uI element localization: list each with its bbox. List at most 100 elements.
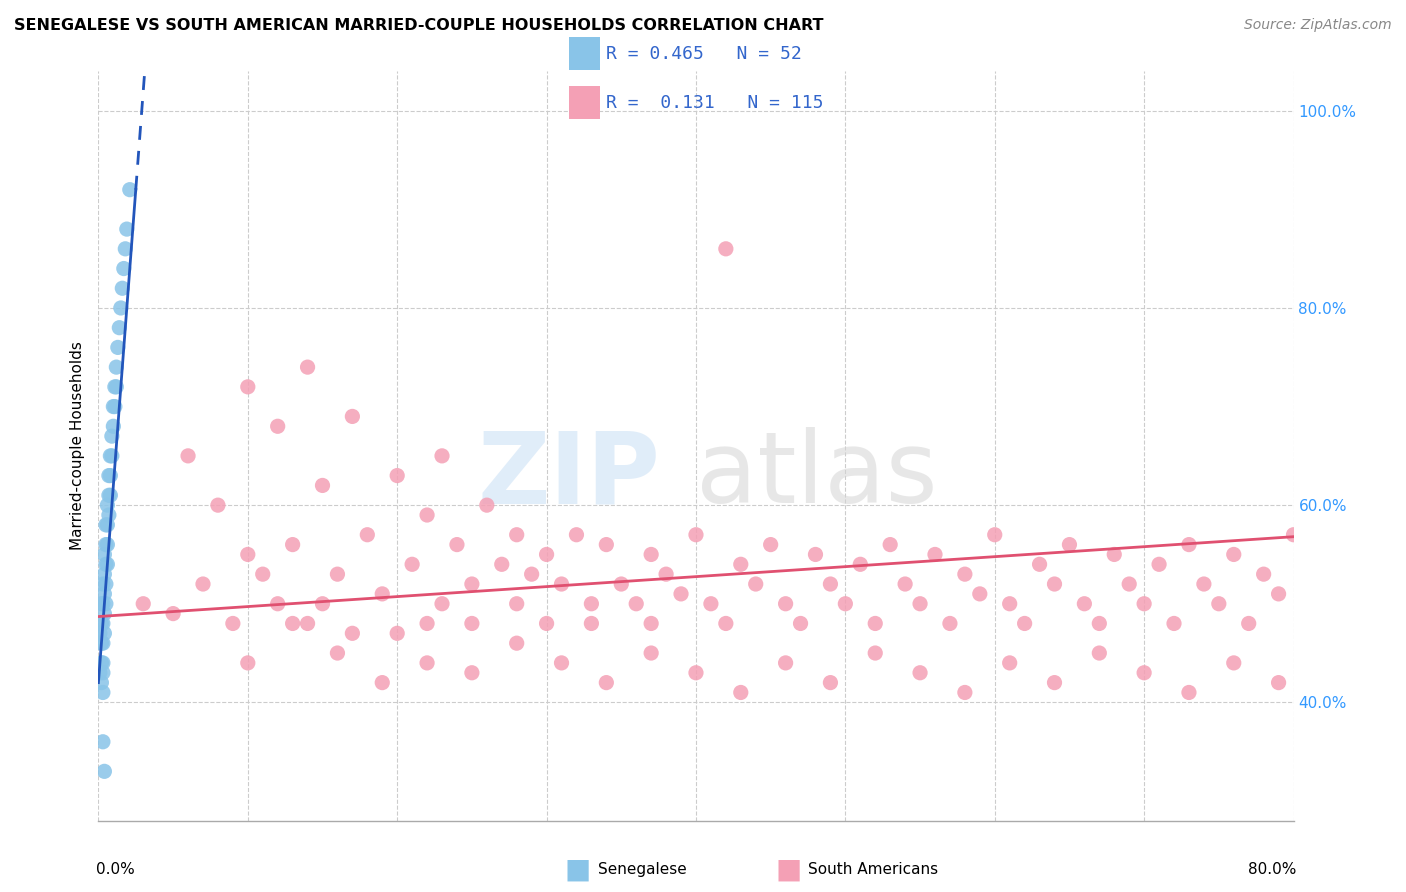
Point [91,597,114,611]
Point [1028,558,1050,572]
Point [89,626,111,640]
Point [969,587,991,601]
Point [565,527,588,541]
Point [1178,538,1201,552]
Point [804,548,827,562]
Point [640,616,662,631]
Point [118,183,141,197]
Point [114,242,136,256]
Point [103,419,125,434]
Point [1118,577,1140,591]
Point [1043,577,1066,591]
Point [1133,665,1156,680]
Point [91,616,114,631]
Point [371,587,394,601]
Point [430,449,453,463]
Point [94,517,117,532]
Text: R =  0.131   N = 115: R = 0.131 N = 115 [606,94,823,112]
Point [98,488,122,502]
Point [759,538,782,552]
Point [924,548,946,562]
Point [1073,597,1095,611]
Point [894,577,917,591]
Point [700,597,723,611]
Point [98,468,122,483]
Point [91,685,114,699]
Point [745,577,768,591]
Point [90,656,112,670]
Point [1253,567,1275,582]
Point [90,616,112,631]
Bar [568,86,599,119]
Point [640,646,662,660]
Point [110,301,132,315]
Point [96,538,118,552]
Y-axis label: Married-couple Households: Married-couple Households [69,342,84,550]
Point [97,468,120,483]
Point [207,498,229,512]
Point [1223,548,1246,562]
Point [90,636,112,650]
Point [1014,616,1036,631]
Point [446,538,468,552]
Point [222,616,245,631]
Point [89,665,111,680]
Point [297,616,319,631]
Point [1104,548,1126,562]
Point [96,558,118,572]
Point [998,597,1021,611]
Text: ■: ■ [564,855,591,884]
Text: South Americans: South Americans [808,863,939,877]
Point [93,626,115,640]
Point [953,567,976,582]
Point [97,488,120,502]
Text: atlas: atlas [696,427,938,524]
Point [581,616,603,631]
Point [461,665,484,680]
Point [98,449,122,463]
Point [820,675,842,690]
Point [1043,675,1066,690]
Point [461,616,484,631]
Point [520,567,543,582]
Point [626,597,648,611]
Point [475,498,498,512]
Point [730,685,752,699]
Point [581,597,603,611]
Point [430,597,453,611]
Point [775,656,797,670]
Point [640,548,662,562]
Point [998,656,1021,670]
Point [1237,616,1260,631]
Point [1208,597,1230,611]
Point [550,656,572,670]
Point [94,597,117,611]
Point [93,567,115,582]
Point [111,281,134,295]
Point [416,508,439,522]
Point [104,380,127,394]
Point [820,577,842,591]
Text: ZIP: ZIP [477,427,661,524]
Point [91,577,114,591]
Point [714,616,737,631]
Point [94,558,117,572]
Point [342,626,364,640]
Point [94,538,117,552]
Text: ■: ■ [775,855,801,884]
Point [416,656,439,670]
Point [536,616,558,631]
Point [90,675,112,690]
Point [101,429,124,443]
Point [908,597,931,611]
Point [789,616,811,631]
Point [252,567,274,582]
Point [834,597,856,611]
Point [96,498,118,512]
Point [326,567,349,582]
Point [595,538,617,552]
Point [655,567,678,582]
Point [849,558,872,572]
Point [939,616,962,631]
Point [506,597,529,611]
